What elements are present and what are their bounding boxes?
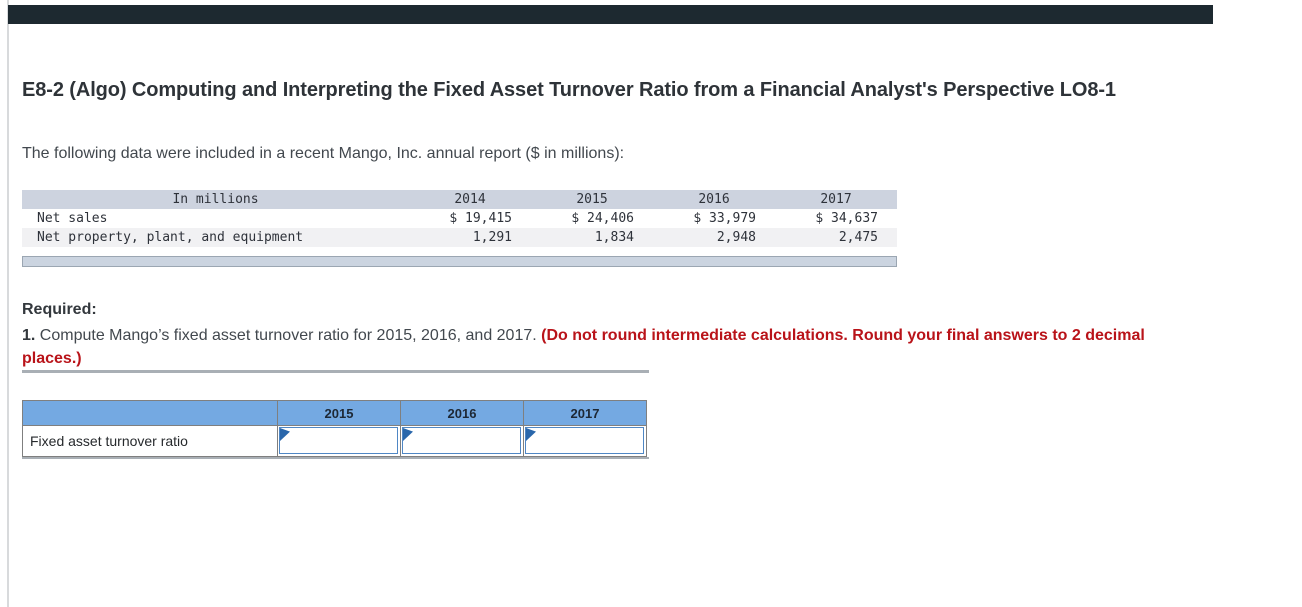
answer-row-label: Fixed asset turnover ratio (22, 425, 278, 457)
header-2017: 2017 (820, 192, 852, 207)
top-header-bar (8, 5, 1213, 24)
answer-header-2016: 2016 (400, 400, 524, 426)
answer-inputbox-2015 (279, 427, 398, 454)
net-ppe-2017: 2,475 (838, 230, 878, 245)
page-title: E8-2 (Algo) Computing and Interpreting t… (22, 79, 1116, 101)
rounding-note: (Do not round intermediate calculations.… (22, 327, 1145, 367)
table-row-net-ppe: Net property, plant, and equipment 1,291… (22, 228, 897, 247)
net-ppe-2016: 2,948 (716, 230, 756, 245)
data-table-header-row: In millions 2014 2015 2016 2017 (22, 190, 897, 209)
intro-text: The following data were included in a re… (22, 145, 625, 162)
header-2016: 2016 (698, 192, 730, 207)
table-horizontal-scrollbar[interactable] (22, 256, 897, 267)
item-number: 1. (22, 327, 36, 344)
financial-data-table: In millions 2014 2015 2016 2017 Net sale… (22, 190, 897, 247)
answer-cell-2017 (523, 425, 647, 457)
net-sales-2016: $ 33,979 (693, 211, 756, 226)
row-label: Net property, plant, and equipment (37, 230, 304, 245)
answer-input-2017[interactable] (526, 428, 643, 453)
page-left-border (7, 0, 9, 607)
answer-header-empty-cell (22, 400, 278, 426)
answer-input-2015[interactable] (280, 428, 397, 453)
answer-inputbox-2016 (402, 427, 521, 454)
item-text: Compute Mango’s fixed asset turnover rat… (35, 327, 542, 344)
answer-cell-2015 (277, 425, 401, 457)
content-area: E8-2 (Algo) Computing and Interpreting t… (22, 24, 1292, 459)
required-heading: Required: (22, 301, 97, 318)
answer-input-2016[interactable] (403, 428, 520, 453)
net-sales-2017: $ 34,637 (815, 211, 878, 226)
row-label: Net sales (37, 211, 108, 226)
answer-table-header-row: 2015 2016 2017 (22, 400, 647, 426)
answer-header-2015: 2015 (277, 400, 401, 426)
net-ppe-2015: 1,834 (594, 230, 634, 245)
required-instruction: 1. Compute Mango’s fixed asset turnover … (22, 324, 1187, 370)
header-in-millions: In millions (172, 192, 259, 207)
net-ppe-2014: 1,291 (472, 230, 512, 245)
answer-inputbox-2017 (525, 427, 644, 454)
answer-table: 2015 2016 2017 Fixed asset turnover rati… (22, 370, 649, 459)
header-2015: 2015 (576, 192, 608, 207)
answer-cell-2016 (400, 425, 524, 457)
net-sales-2014: $ 19,415 (449, 211, 512, 226)
table-row-net-sales: Net sales $ 19,415 $ 24,406 $ 33,979 $ 3… (22, 209, 897, 228)
net-sales-2015: $ 24,406 (571, 211, 634, 226)
header-2014: 2014 (454, 192, 486, 207)
answer-table-body-row: Fixed asset turnover ratio (22, 425, 647, 457)
answer-header-2017: 2017 (523, 400, 647, 426)
